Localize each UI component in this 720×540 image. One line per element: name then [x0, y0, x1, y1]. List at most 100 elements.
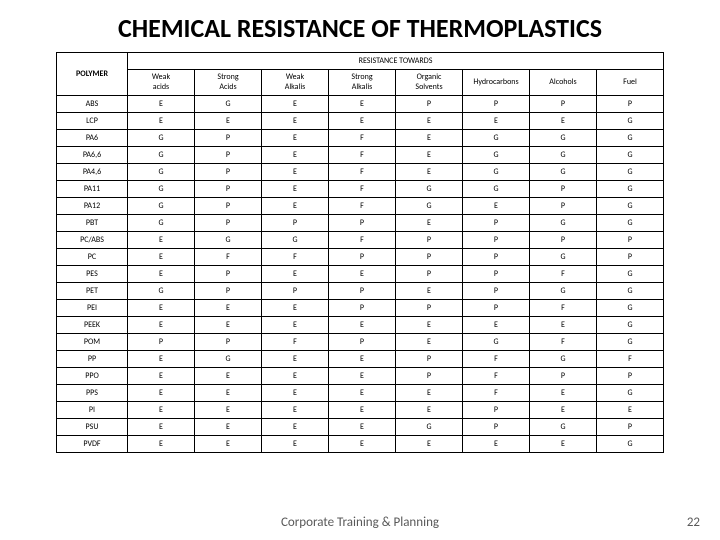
value-cell: P: [463, 96, 530, 113]
polymer-cell: PC: [57, 249, 128, 266]
value-cell: F: [262, 249, 329, 266]
value-cell: P: [463, 300, 530, 317]
value-cell: F: [329, 198, 396, 215]
value-cell: G: [128, 283, 195, 300]
value-cell: F: [463, 368, 530, 385]
polymer-cell: PA6: [57, 130, 128, 147]
value-cell: E: [329, 402, 396, 419]
value-cell: G: [463, 130, 530, 147]
column-header: OrganicSolvents: [396, 70, 463, 96]
value-cell: P: [195, 198, 262, 215]
value-cell: P: [195, 181, 262, 198]
value-cell: P: [195, 215, 262, 232]
value-cell: E: [262, 300, 329, 317]
value-cell: P: [597, 96, 664, 113]
value-cell: E: [329, 266, 396, 283]
value-cell: P: [329, 249, 396, 266]
value-cell: E: [530, 385, 597, 402]
value-cell: E: [329, 96, 396, 113]
value-cell: F: [597, 351, 664, 368]
value-cell: P: [530, 368, 597, 385]
polymer-cell: PA6,6: [57, 147, 128, 164]
table-row: PCEFFPPPGP: [57, 249, 664, 266]
column-header: StrongAcids: [195, 70, 262, 96]
value-cell: P: [530, 96, 597, 113]
value-cell: E: [329, 436, 396, 453]
polymer-cell: PI: [57, 402, 128, 419]
value-cell: F: [463, 351, 530, 368]
polymer-cell: PPS: [57, 385, 128, 402]
value-cell: F: [195, 249, 262, 266]
value-cell: E: [128, 249, 195, 266]
value-cell: F: [530, 334, 597, 351]
value-cell: E: [262, 130, 329, 147]
value-cell: E: [463, 198, 530, 215]
value-cell: E: [195, 300, 262, 317]
value-cell: G: [195, 96, 262, 113]
polymer-cell: PEI: [57, 300, 128, 317]
value-cell: G: [463, 334, 530, 351]
value-cell: G: [597, 147, 664, 164]
table-row: PEEKEEEEEEEG: [57, 317, 664, 334]
value-cell: P: [396, 96, 463, 113]
table-row: PESEPEEPPFG: [57, 266, 664, 283]
value-cell: E: [195, 113, 262, 130]
value-cell: G: [530, 147, 597, 164]
polymer-cell: PA12: [57, 198, 128, 215]
value-cell: E: [463, 113, 530, 130]
value-cell: E: [597, 402, 664, 419]
polymer-cell: PBT: [57, 215, 128, 232]
value-cell: F: [329, 147, 396, 164]
value-cell: P: [329, 300, 396, 317]
value-cell: E: [396, 130, 463, 147]
value-cell: G: [463, 147, 530, 164]
value-cell: P: [396, 232, 463, 249]
value-cell: P: [329, 334, 396, 351]
value-cell: E: [329, 385, 396, 402]
value-cell: E: [128, 402, 195, 419]
value-cell: F: [329, 232, 396, 249]
value-cell: P: [530, 198, 597, 215]
column-header: Hydrocarbons: [463, 70, 530, 96]
table-row: ABSEGEEPPPP: [57, 96, 664, 113]
value-cell: G: [530, 283, 597, 300]
value-cell: G: [463, 181, 530, 198]
value-cell: G: [597, 283, 664, 300]
value-cell: E: [463, 436, 530, 453]
value-cell: E: [262, 385, 329, 402]
value-cell: E: [195, 368, 262, 385]
value-cell: E: [530, 402, 597, 419]
value-cell: G: [128, 181, 195, 198]
polymer-cell: POM: [57, 334, 128, 351]
value-cell: G: [530, 249, 597, 266]
table-row: PC/ABSEGGFPPPP: [57, 232, 664, 249]
value-cell: E: [396, 317, 463, 334]
value-cell: P: [396, 249, 463, 266]
value-cell: P: [195, 283, 262, 300]
value-cell: P: [262, 215, 329, 232]
value-cell: G: [597, 385, 664, 402]
table-row: PPOEEEEPFPP: [57, 368, 664, 385]
value-cell: P: [463, 249, 530, 266]
value-cell: G: [597, 300, 664, 317]
column-header: WeakAlkalis: [262, 70, 329, 96]
table-row: PETGPPPEPGG: [57, 283, 664, 300]
value-cell: G: [396, 181, 463, 198]
value-cell: G: [597, 266, 664, 283]
value-cell: G: [597, 436, 664, 453]
value-cell: E: [195, 385, 262, 402]
table-row: PA4,6GPEFEGGG: [57, 164, 664, 181]
value-cell: E: [128, 113, 195, 130]
table-container: POLYMER RESISTANCE TOWARDS WeakacidsStro…: [0, 52, 720, 453]
value-cell: P: [396, 266, 463, 283]
value-cell: E: [262, 113, 329, 130]
table-row: PA12GPEFGEPG: [57, 198, 664, 215]
value-cell: E: [262, 436, 329, 453]
polymer-cell: PP: [57, 351, 128, 368]
value-cell: E: [128, 266, 195, 283]
value-cell: E: [396, 283, 463, 300]
value-cell: E: [262, 164, 329, 181]
value-cell: P: [396, 368, 463, 385]
polymer-cell: PSU: [57, 419, 128, 436]
value-cell: E: [128, 300, 195, 317]
